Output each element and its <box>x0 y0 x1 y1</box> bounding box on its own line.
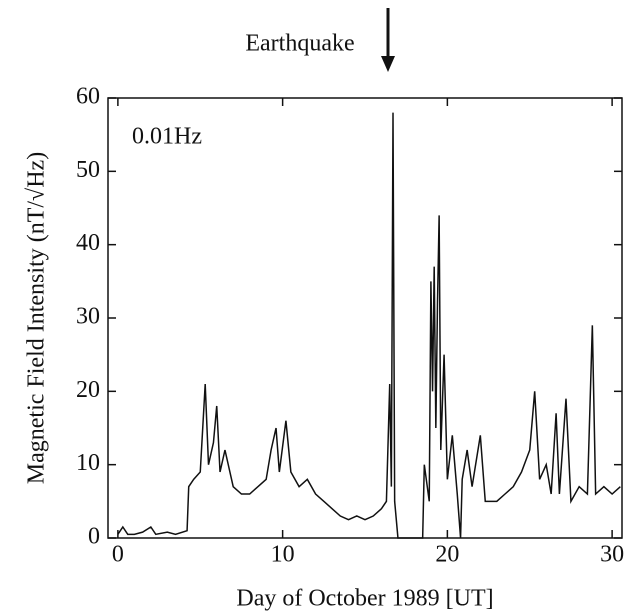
y-tick-label: 40 <box>76 230 100 256</box>
data-line <box>117 112 621 539</box>
y-tick-label: 50 <box>76 157 100 183</box>
x-tick-label: 30 <box>600 542 624 568</box>
y-tick-label: 20 <box>76 377 100 403</box>
x-tick-label: 20 <box>435 542 459 568</box>
y-tick-label: 60 <box>76 84 100 110</box>
x-tick-label: 0 <box>112 542 124 568</box>
y-axis-label: Magnetic Field Intensity (nT/√Hz) <box>24 152 50 484</box>
y-tick-label: 0 <box>88 524 100 550</box>
arrow-head <box>381 56 395 72</box>
y-tick-label: 30 <box>76 304 100 330</box>
x-axis-label: Day of October 1989 [UT] <box>236 586 493 612</box>
annotation: Earthquake <box>245 31 354 57</box>
x-tick-label: 10 <box>271 542 295 568</box>
annotation: 0.01Hz <box>132 124 202 150</box>
plot-frame <box>107 97 623 539</box>
y-tick-label: 10 <box>76 450 100 476</box>
